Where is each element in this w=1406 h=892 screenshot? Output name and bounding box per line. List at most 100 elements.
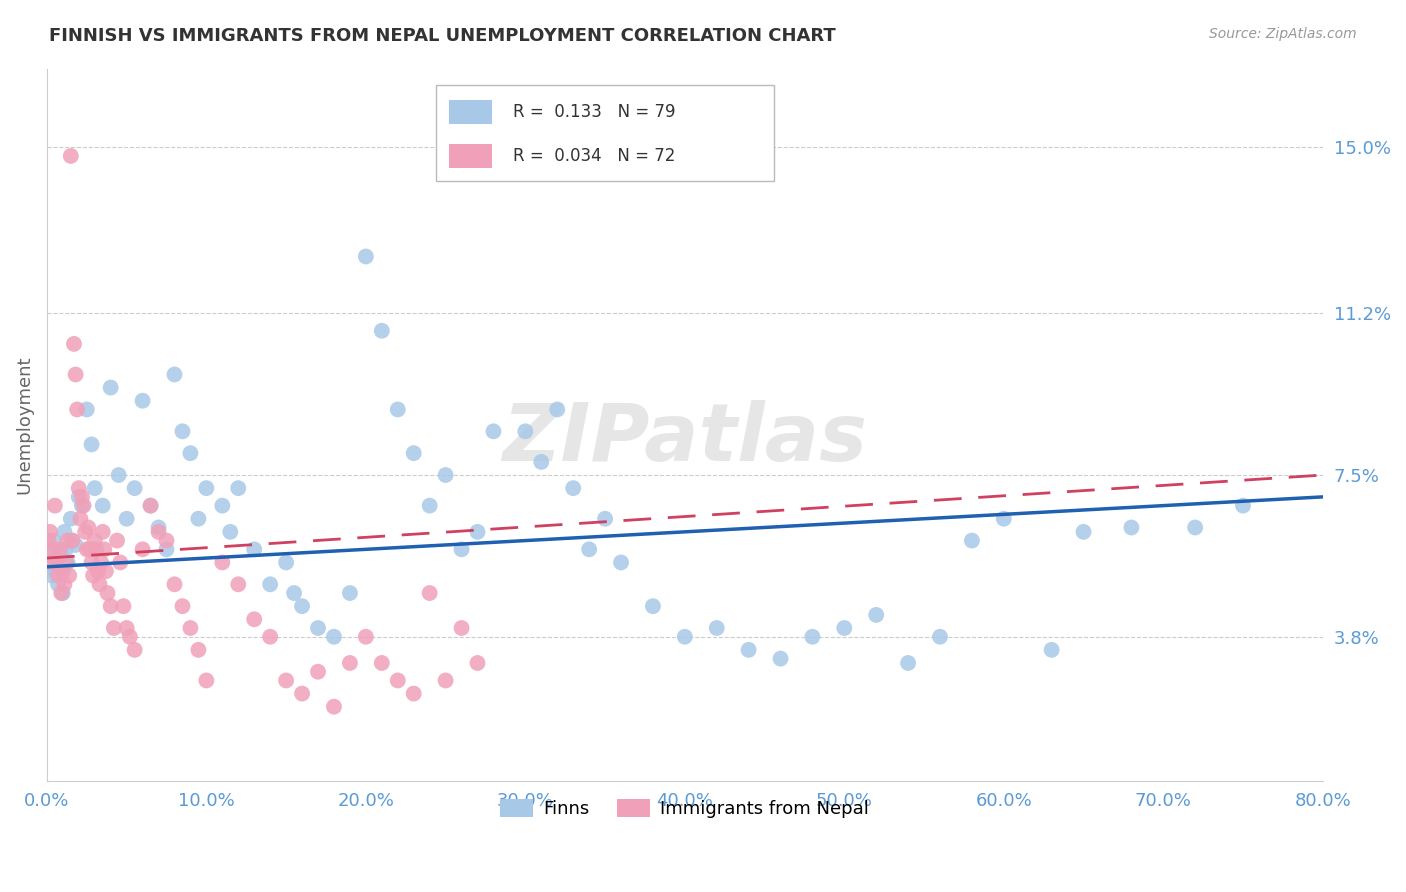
Point xyxy=(323,630,346,644)
Point xyxy=(354,630,377,644)
Point xyxy=(354,250,377,264)
Point xyxy=(148,524,170,539)
Point xyxy=(39,524,62,539)
Point xyxy=(60,533,83,548)
Point xyxy=(91,499,114,513)
Point xyxy=(387,402,409,417)
Point xyxy=(897,656,920,670)
Point xyxy=(993,512,1015,526)
Point xyxy=(124,643,146,657)
Point xyxy=(243,612,266,626)
Point xyxy=(63,337,86,351)
Point xyxy=(91,524,114,539)
Point xyxy=(562,481,585,495)
Point xyxy=(450,542,472,557)
Point xyxy=(172,599,194,614)
Point xyxy=(1184,520,1206,534)
Point xyxy=(67,481,90,495)
Point xyxy=(593,512,616,526)
Point xyxy=(402,446,425,460)
Point xyxy=(419,499,441,513)
Point xyxy=(211,556,233,570)
Point xyxy=(195,481,218,495)
Point xyxy=(46,568,69,582)
Point xyxy=(434,468,457,483)
Point xyxy=(291,599,314,614)
Point xyxy=(39,542,62,557)
Point xyxy=(42,542,65,557)
FancyBboxPatch shape xyxy=(436,85,775,181)
Point xyxy=(118,630,141,644)
Point xyxy=(107,468,129,483)
Point xyxy=(87,564,110,578)
Point xyxy=(163,368,186,382)
Point xyxy=(41,568,63,582)
Point xyxy=(371,656,394,670)
Point xyxy=(112,599,135,614)
Text: R =  0.034   N = 72: R = 0.034 N = 72 xyxy=(513,147,675,165)
Point xyxy=(179,446,201,460)
Point xyxy=(211,499,233,513)
Text: R =  0.133   N = 79: R = 0.133 N = 79 xyxy=(513,103,675,121)
Y-axis label: Unemployment: Unemployment xyxy=(15,356,32,494)
Point xyxy=(323,699,346,714)
Point xyxy=(1232,499,1254,513)
Point xyxy=(55,542,77,557)
Point xyxy=(139,499,162,513)
Point xyxy=(48,559,70,574)
Point xyxy=(124,481,146,495)
Point xyxy=(67,490,90,504)
Point xyxy=(59,149,82,163)
Point xyxy=(960,533,983,548)
Point xyxy=(641,599,664,614)
Point xyxy=(1121,520,1143,534)
Point xyxy=(546,402,568,417)
Point xyxy=(530,455,553,469)
Point xyxy=(769,651,792,665)
Point xyxy=(307,665,329,679)
Point xyxy=(371,324,394,338)
Point xyxy=(66,402,89,417)
Point xyxy=(55,556,77,570)
Point xyxy=(37,556,59,570)
Point xyxy=(163,577,186,591)
Point xyxy=(131,542,153,557)
Point xyxy=(148,520,170,534)
Point xyxy=(467,524,489,539)
Point xyxy=(80,437,103,451)
Point xyxy=(69,512,91,526)
Point xyxy=(110,556,132,570)
Point xyxy=(53,577,76,591)
Point xyxy=(77,520,100,534)
Point xyxy=(52,586,75,600)
Point xyxy=(76,402,98,417)
Point xyxy=(80,556,103,570)
Point xyxy=(44,499,66,513)
FancyBboxPatch shape xyxy=(449,144,492,169)
Point xyxy=(706,621,728,635)
Point xyxy=(41,556,63,570)
Point xyxy=(76,542,98,557)
Point xyxy=(737,643,759,657)
Point xyxy=(131,393,153,408)
Point xyxy=(274,673,297,688)
Point xyxy=(307,621,329,635)
Point xyxy=(283,586,305,600)
Point xyxy=(42,533,65,548)
Point xyxy=(51,547,73,561)
Point xyxy=(59,512,82,526)
Point xyxy=(172,425,194,439)
Point xyxy=(259,577,281,591)
Point xyxy=(60,533,83,548)
Point xyxy=(1073,524,1095,539)
Point xyxy=(82,568,104,582)
Point xyxy=(434,673,457,688)
Point xyxy=(90,556,112,570)
Point xyxy=(339,586,361,600)
Point xyxy=(115,512,138,526)
Point xyxy=(83,533,105,548)
Point xyxy=(93,542,115,557)
Point xyxy=(219,524,242,539)
Point xyxy=(450,621,472,635)
Legend: Finns, Immigrants from Nepal: Finns, Immigrants from Nepal xyxy=(494,791,876,825)
